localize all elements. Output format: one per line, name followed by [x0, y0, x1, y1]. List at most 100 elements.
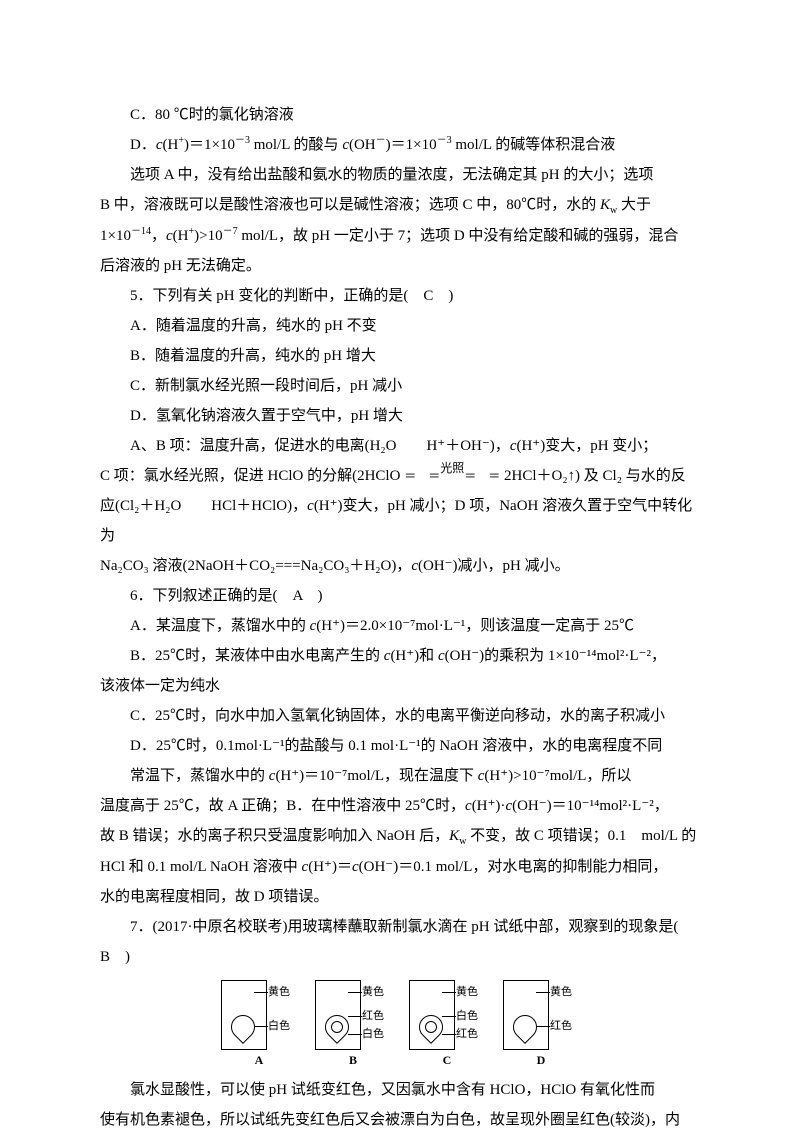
text: Na₂CO₃ 溶液(2NaOH＋CO₂===Na₂CO₃＋H₂O)， [100, 558, 411, 574]
paper-strip: 黄色白色红色 [409, 980, 455, 1050]
text-line: 温度高于 25℃，故 A 正确；B．在中性溶液中 25℃时，c(H⁺)·c(OH… [100, 791, 700, 821]
reaction-arrow: ＝ ＝光照＝ ＝ [404, 469, 500, 483]
text: (H⁺)＝10⁻⁷mol/L，现在温度下 [275, 768, 477, 784]
option-5d: D．氢氧化钠溶液久置于空气中，pH 增大 [100, 401, 700, 431]
color-label: 红色 [456, 1029, 478, 1040]
text: 2HCl＋O₂↑) 及 Cl₂ 与水的反 [500, 468, 685, 484]
analysis-7: 氯水显酸性，可以使 pH 试纸变红色，又因氯水中含有 HClO，HClO 有氧化… [100, 1075, 700, 1105]
question-6: 6．下列叙述正确的是( A ) [100, 581, 700, 611]
paper-strip: 黄色红色 [503, 980, 549, 1050]
text: A．某温度下，蒸馏水中的 [130, 618, 310, 634]
analysis-5: A、B 项：温度升高，促进水的电离(H₂O H⁺＋OH⁻)，c(H⁺)变大，pH… [100, 431, 700, 461]
question-7: 7．(2017·中原名校联考)用玻璃棒蘸取新制氯水滴在 pH 试纸中部，观察到的… [100, 912, 700, 942]
text: (OH⁻)＝0.1 mol/L，对水电离的抑制能力相同， [359, 859, 668, 875]
text: 故 B 错误；水的离子积只受温度影响加入 NaOH 后， [100, 828, 449, 844]
var-c: c [411, 558, 418, 574]
option-6b: B．25℃时，某液体中由水电离产生的 c(H⁺)和 c(OH⁻)的乘积为 1×1… [100, 641, 700, 671]
paper-strip: 黄色红色白色 [315, 980, 361, 1050]
text-line: 应(Cl₂＋H₂O HCl＋HClO)，c(H⁺)变大，pH 减小；D 项，Na… [100, 491, 700, 551]
color-label: 白色 [268, 1021, 290, 1032]
text-line: B ) [100, 942, 700, 972]
text: (OH [349, 137, 376, 153]
text: )＝1×10 [184, 137, 235, 153]
analysis-1: 选项 A 中，没有给出盐酸和氨水的物质的量浓度，无法确定其 pH 的大小；选项 [100, 160, 700, 190]
light-text: 光照 [440, 461, 464, 475]
text: 温度高于 25℃，故 A 正确；B．在中性溶液中 25℃时， [100, 798, 465, 814]
var-c: c [156, 137, 163, 153]
text: (H [173, 228, 189, 244]
option-6c: C．25℃时，向水中加入氢氧化钠固体，水的电离平衡逆向移动，水的离子积减小 [100, 701, 700, 731]
option-5b: B．随着温度的升高，纯水的 pH 增大 [100, 341, 700, 371]
text-line: 使有机色素褪色，所以试纸先变红色后又会被漂白为白色，故呈现外圈呈红色(较淡)，内 [100, 1105, 700, 1135]
option-5a: A．随着温度的升高，纯水的 pH 不变 [100, 311, 700, 341]
ph-paper-option-b: 黄色红色白色B [315, 980, 391, 1067]
sup: －14 [131, 226, 151, 237]
text: (H⁺)>10⁻⁷mol/L，所以 [484, 768, 631, 784]
color-label: 黄色 [550, 987, 572, 998]
text: mol/L，故 pH 一定小于 7；选项 D 中没有给定酸和碱的强弱，混合 [238, 228, 679, 244]
text: 不变，故 C 项错误；0.1 mol/L 的 [466, 828, 696, 844]
text: (OH⁻)减小，pH 减小。 [418, 558, 570, 574]
option-letter: B [349, 1053, 357, 1067]
color-label: 黄色 [362, 987, 384, 998]
text-line: 水的电离程度相同，故 D 项错误。 [100, 882, 700, 912]
ph-paper-option-c: 黄色白色红色C [409, 980, 485, 1067]
text: HCl 和 0.1 mol/L NaOH 溶液中 [100, 859, 302, 875]
text: D． [130, 137, 156, 153]
option-6a: A．某温度下，蒸馏水中的 c(H⁺)＝2.0×10⁻⁷mol·L⁻¹，则该温度一… [100, 611, 700, 641]
text: (H⁺)＝ [308, 859, 352, 875]
option-d: D．c(H+)＝1×10－3 mol/L 的酸与 c(OH－)＝1×10－3 m… [100, 130, 700, 160]
text: 常温下，蒸馏水中的 [130, 768, 269, 784]
option-letter: A [255, 1053, 264, 1067]
text: 应(Cl₂＋H₂O HCl＋HClO)， [100, 498, 307, 514]
text-line: 1×10－14，c(H+)>10－7 mol/L，故 pH 一定小于 7；选项 … [100, 221, 700, 251]
ph-paper-option-d: 黄色红色D [503, 980, 579, 1067]
eq: ＝ ＝ [404, 469, 440, 483]
option-c: C．80 ℃时的氯化钠溶液 [100, 100, 700, 130]
text: ， [151, 228, 166, 244]
option-5c: C．新制氯水经光照一段时间后，pH 减小 [100, 371, 700, 401]
question-5: 5．下列有关 pH 变化的判断中，正确的是( C ) [100, 281, 700, 311]
text: (H⁺)· [472, 798, 506, 814]
sup: －3 [437, 135, 452, 146]
text-line: C 项：氯水经光照，促进 HClO 的分解(2HClO ＝ ＝光照＝ ＝ 2HC… [100, 461, 700, 491]
text: 大于 [617, 197, 651, 213]
color-label: 红色 [362, 1011, 384, 1022]
var-c: c [342, 137, 349, 153]
text-line: B 中，溶液既可以是酸性溶液也可以是碱性溶液；选项 C 中，80℃时，水的 Kw… [100, 190, 700, 221]
var-c: c [307, 498, 314, 514]
text: B．25℃时，某液体中由水电离产生的 [130, 648, 384, 664]
var-c: c [352, 859, 359, 875]
text-line: 故 B 错误；水的离子积只受温度影响加入 NaOH 后，Kw 不变，故 C 项错… [100, 821, 700, 852]
text-line: HCl 和 0.1 mol/L NaOH 溶液中 c(H⁺)＝c(OH⁻)＝0.… [100, 852, 700, 882]
text: (H [163, 137, 179, 153]
ph-paper-figure: 黄色白色A黄色红色白色B黄色白色红色C黄色红色D [100, 980, 700, 1067]
analysis-6: 常温下，蒸馏水中的 c(H⁺)＝10⁻⁷mol/L，现在温度下 c(H⁺)>10… [100, 761, 700, 791]
text-line: 后溶液的 pH 无法确定。 [100, 251, 700, 281]
text: (H⁺)＝2.0×10⁻⁷mol·L⁻¹，则该温度一定高于 25℃ [316, 618, 634, 634]
text: 选项 A 中，没有给出盐酸和氨水的物质的量浓度，无法确定其 pH 的大小；选项 [130, 167, 653, 183]
text: )>10 [194, 228, 222, 244]
color-label: 黄色 [268, 987, 290, 998]
text: (H⁺)变大，pH 变小； [516, 438, 657, 454]
text: mol/L 的碱等体积混合液 [452, 137, 616, 153]
color-label: 红色 [550, 1021, 572, 1032]
text: )＝1×10 [386, 137, 437, 153]
text: (OH⁻)＝10⁻¹⁴mol²·L⁻²， [512, 798, 669, 814]
option-6d: D．25℃时，0.1mol·L⁻¹的盐酸与 0.1 mol·L⁻¹的 NaOH … [100, 731, 700, 761]
var-c: c [465, 798, 472, 814]
color-label: 黄色 [456, 987, 478, 998]
text: A、B 项：温度升高，促进水的电离(H₂O H⁺＋OH⁻)， [130, 438, 510, 454]
text: 1×10 [100, 228, 131, 244]
var-c: c [166, 228, 173, 244]
text-line: 该液体一定为纯水 [100, 671, 700, 701]
paper-strip: 黄色白色 [221, 980, 267, 1050]
text-line: Na₂CO₃ 溶液(2NaOH＋CO₂===Na₂CO₃＋H₂O)，c(OH⁻)… [100, 551, 700, 581]
text: 氯水显酸性，可以使 pH 试纸变红色，又因氯水中含有 HClO，HClO 有氧化… [130, 1082, 655, 1098]
var-c: c [438, 648, 445, 664]
color-label: 白色 [362, 1029, 384, 1040]
sup: － [376, 135, 386, 146]
option-letter: D [537, 1053, 546, 1067]
text: mol/L 的酸与 [250, 137, 342, 153]
text: C 项：氯水经光照，促进 HClO 的分解(2HClO [100, 468, 404, 484]
